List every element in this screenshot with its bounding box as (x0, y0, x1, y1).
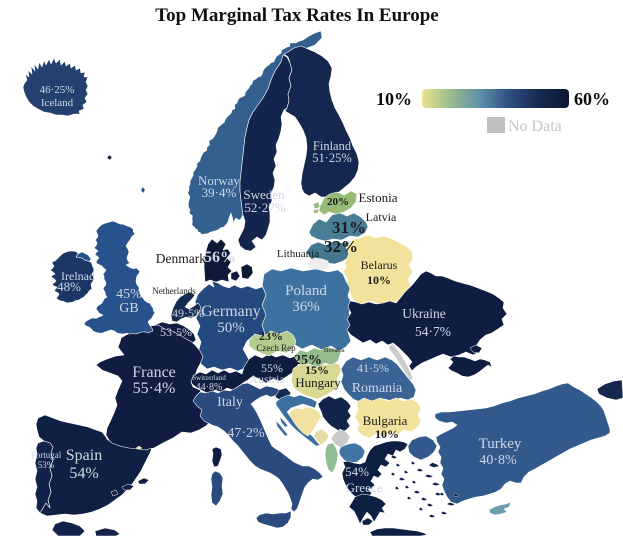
svg-text:60%: 60% (574, 89, 610, 109)
svg-text:Belarus: Belarus (361, 258, 398, 272)
svg-text:23%: 23% (259, 329, 283, 343)
svg-text:54%: 54% (345, 464, 369, 479)
svg-text:Iceland: Iceland (41, 97, 74, 109)
svg-text:Switzerland: Switzerland (192, 374, 226, 382)
svg-text:Lithuania: Lithuania (277, 248, 319, 260)
svg-text:Italy: Italy (217, 395, 243, 410)
svg-text:54%: 54% (69, 465, 98, 482)
svg-text:40·8%: 40·8% (479, 453, 517, 468)
svg-text:53·5%: 53·5% (160, 325, 192, 339)
svg-text:Germany: Germany (201, 303, 261, 320)
svg-text:55%: 55% (261, 361, 283, 375)
svg-text:Turkey: Turkey (479, 436, 522, 452)
svg-text:Czech Rep: Czech Rep (256, 343, 296, 353)
svg-text:10%: 10% (376, 89, 412, 109)
svg-text:47·2%: 47·2% (227, 426, 265, 441)
svg-text:41·5%: 41·5% (357, 361, 389, 375)
svg-text:49·5%: 49·5% (172, 306, 204, 320)
svg-text:39·4%: 39·4% (202, 185, 237, 200)
svg-text:53%: 53% (38, 460, 55, 470)
svg-text:Netherlands: Netherlands (152, 286, 196, 296)
svg-text:Spain: Spain (66, 447, 102, 464)
svg-text:44·8%: 44·8% (196, 382, 223, 393)
svg-text:20%: 20% (327, 196, 349, 208)
svg-text:55·4%: 55·4% (133, 380, 176, 397)
svg-text:Poland: Poland (285, 283, 327, 299)
svg-text:10%: 10% (367, 273, 391, 287)
svg-text:Austria: Austria (249, 372, 285, 386)
svg-text:Top Marginal Tax Rates In Euro: Top Marginal Tax Rates In Europe (155, 5, 439, 26)
svg-text:Romania: Romania (352, 381, 403, 396)
svg-text:France: France (132, 364, 176, 381)
svg-text:54·7%: 54·7% (415, 324, 451, 339)
svg-text:10%: 10% (375, 427, 399, 441)
svg-text:Hungary: Hungary (295, 375, 341, 390)
svg-text:GB: GB (119, 301, 138, 316)
svg-text:15%: 15% (305, 363, 329, 377)
svg-text:31%: 31% (332, 218, 366, 237)
svg-text:Norway: Norway (198, 173, 240, 188)
svg-text:25%: 25% (294, 353, 322, 368)
svg-text:Bulgaria: Bulgaria (363, 413, 408, 428)
svg-text:Greece: Greece (346, 480, 383, 495)
svg-text:Portugal: Portugal (31, 450, 62, 460)
svg-text:32%: 32% (324, 237, 358, 256)
svg-text:48%: 48% (57, 279, 81, 294)
svg-text:Denmark: Denmark (156, 251, 206, 266)
svg-text:Slovakia: Slovakia (324, 348, 345, 354)
svg-text:Ukraine: Ukraine (402, 306, 445, 321)
svg-text:52·27%: 52·27% (244, 200, 285, 215)
svg-text:46·25%: 46·25% (40, 84, 75, 96)
svg-text:Irelnad: Irelnad (61, 269, 95, 283)
svg-text:36%: 36% (292, 299, 320, 315)
svg-text:Estonia: Estonia (359, 190, 398, 205)
svg-text:Finland: Finland (313, 139, 352, 153)
svg-text:51·25%: 51·25% (312, 151, 352, 165)
svg-text:No Data: No Data (508, 118, 562, 135)
svg-text:56%: 56% (204, 249, 236, 266)
svg-text:Sweden: Sweden (243, 187, 285, 202)
svg-text:50%: 50% (217, 320, 245, 336)
svg-text:Latvia: Latvia (366, 210, 397, 224)
svg-text:45%: 45% (116, 287, 142, 302)
